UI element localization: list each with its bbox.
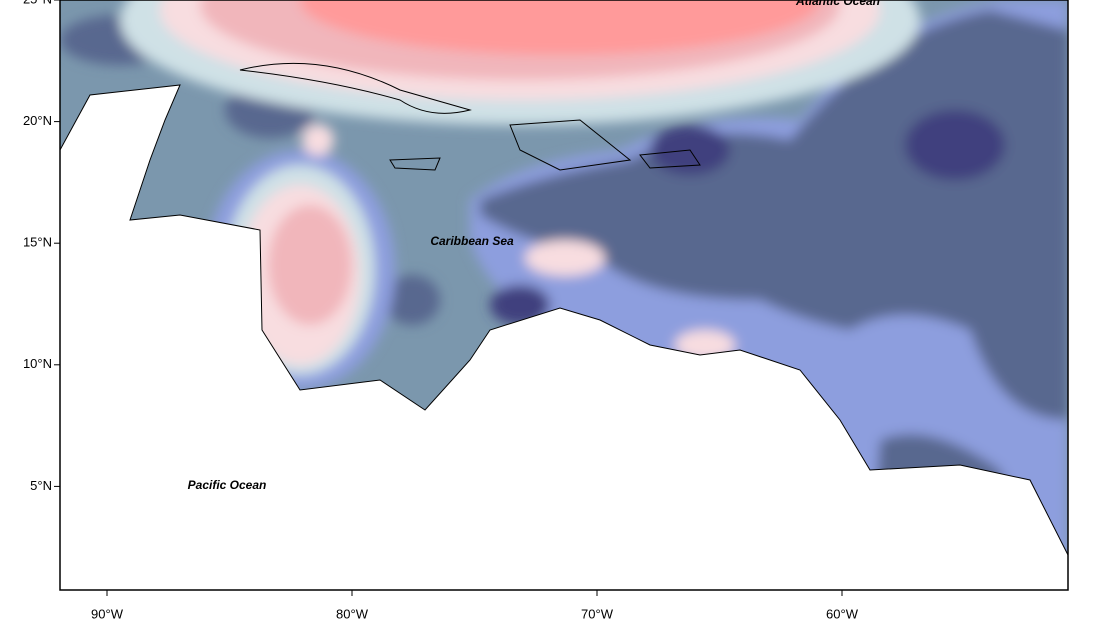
place-label: Pacific Ocean (188, 478, 267, 492)
lon-label: 80°W (336, 606, 369, 621)
lat-label: 5°N (30, 478, 52, 493)
lon-label: 70°W (581, 606, 614, 621)
lat-label: 10°N (23, 356, 52, 371)
island-outlines (239, 62, 701, 171)
place-label: Atlantic Ocean (795, 0, 880, 8)
frame (59, 0, 1069, 591)
place-label: Caribbean Sea (430, 234, 514, 248)
lat-label: 20°N (23, 113, 52, 128)
ticks: 25°N 20°N 15°N 10°N 5°N 90°W 80°W 70°W 60°W (23, 0, 859, 621)
field (60, 0, 1068, 590)
lat-label: 25°N (23, 0, 52, 6)
lon-label: 60°W (826, 606, 859, 621)
lat-label: 15°N (23, 235, 52, 250)
land (60, 84, 1068, 590)
lon-label: 90°W (91, 606, 124, 621)
